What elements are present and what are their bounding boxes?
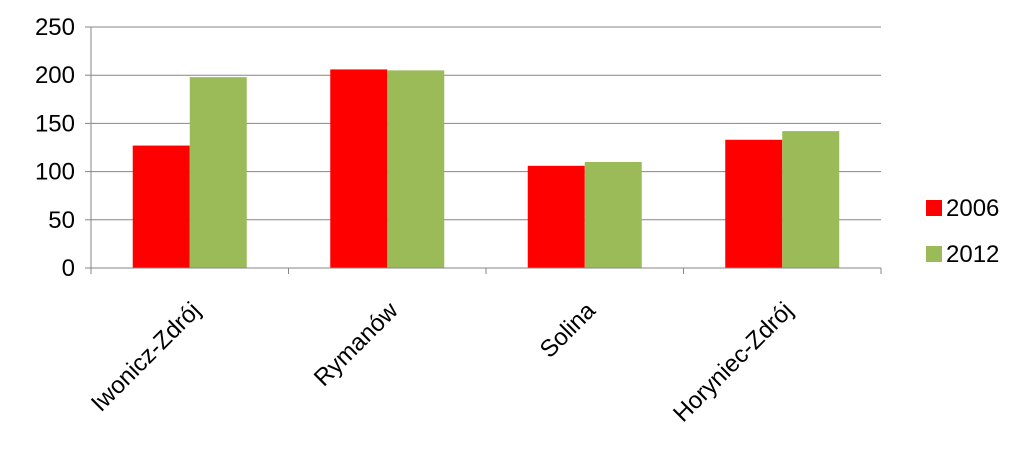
y-tick-label: 100 — [35, 159, 75, 186]
x-category-label: Horyniec-Zdrój — [668, 297, 798, 427]
x-category-label: Solina — [535, 297, 602, 364]
bars — [132, 69, 840, 269]
x-category-label: Rymanów — [309, 297, 404, 392]
bar-2006-3 — [725, 139, 783, 268]
legend-label: 2006 — [946, 195, 999, 222]
legend-swatch-2006 — [926, 200, 942, 216]
y-tick-label: 0 — [62, 255, 75, 282]
bar-2006-0 — [132, 145, 190, 268]
y-tick-label: 250 — [35, 14, 75, 41]
x-category-label: Iwonicz-Zdrój — [86, 297, 206, 417]
y-axis-tick-labels: 0 50 100 150 200 250 — [35, 14, 75, 282]
legend-swatch-2012 — [926, 246, 942, 262]
bar-2012-0 — [189, 77, 247, 269]
x-axis-category-labels: Iwonicz-Zdrój Rymanów Solina Horyniec-Zdrój — [86, 297, 798, 428]
legend: 2006 2012 — [926, 195, 999, 268]
bar-2012-1 — [387, 70, 445, 268]
y-tick-label: 150 — [35, 110, 75, 137]
bar-2012-2 — [584, 161, 642, 268]
y-tick-label: 200 — [35, 62, 75, 89]
axes — [85, 26, 882, 274]
bar-2006-2 — [527, 165, 585, 268]
bar-2006-1 — [330, 69, 388, 268]
legend-label: 2012 — [946, 241, 999, 268]
bar-2012-3 — [782, 131, 840, 268]
y-tick-label: 50 — [48, 207, 75, 234]
